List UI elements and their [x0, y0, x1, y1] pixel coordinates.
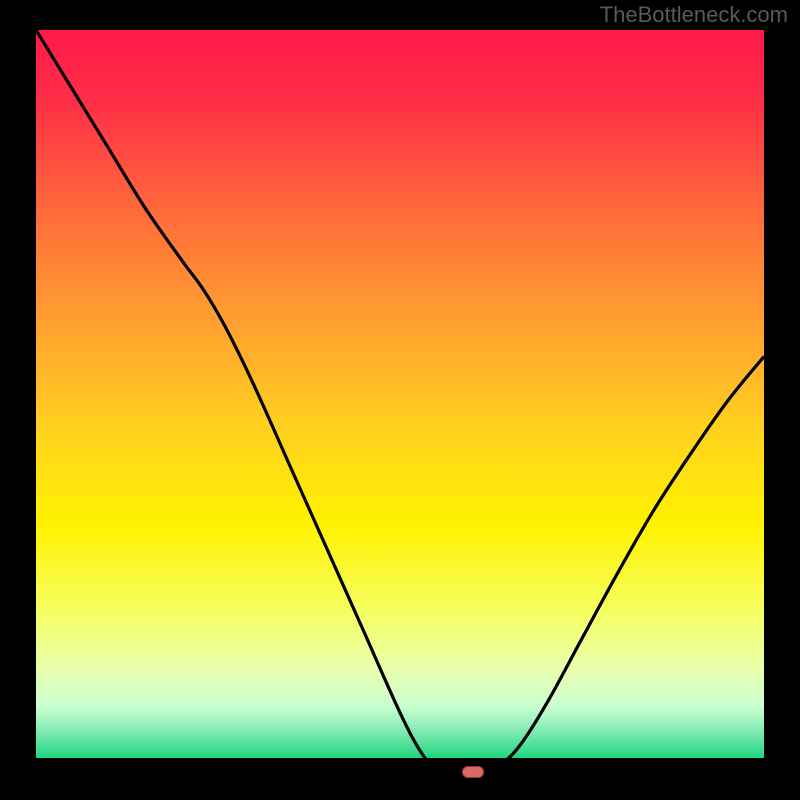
plot-area [36, 30, 764, 772]
watermark-text: TheBottleneck.com [600, 2, 788, 28]
bottleneck-curve [36, 30, 764, 772]
optimal-point-marker [462, 766, 484, 778]
